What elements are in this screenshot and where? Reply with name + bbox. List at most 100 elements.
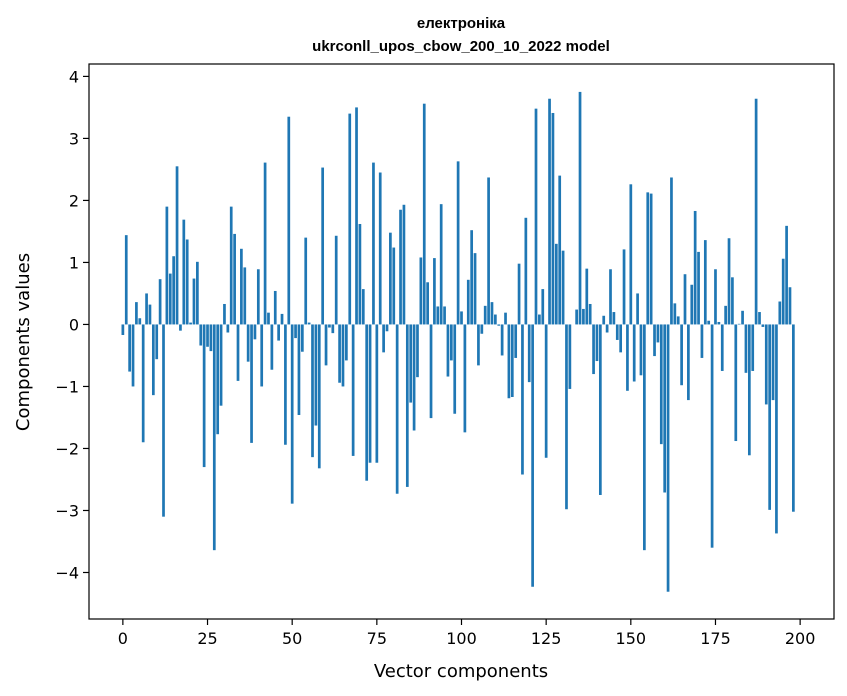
- bar: [273, 290, 277, 325]
- bar: [538, 314, 541, 325]
- bar: [209, 324, 213, 352]
- bar: [439, 204, 443, 325]
- bar: [524, 217, 528, 325]
- bar: [517, 263, 521, 325]
- bar: [416, 324, 419, 378]
- x-tick-label: 0: [118, 629, 128, 648]
- bar: [304, 237, 308, 325]
- bar: [185, 239, 189, 325]
- x-tick-label: 75: [367, 629, 387, 648]
- plot-frame: [88, 63, 835, 620]
- bar: [680, 324, 683, 386]
- bar: [659, 324, 663, 445]
- bar: [636, 293, 639, 325]
- bar: [487, 177, 490, 325]
- bar: [697, 251, 700, 325]
- bar: [348, 113, 352, 325]
- bar: [368, 324, 372, 463]
- bar: [460, 311, 463, 325]
- x-tick-label: 175: [700, 629, 731, 648]
- bar: [643, 324, 646, 551]
- bar: [121, 324, 125, 335]
- x-tick-label: 125: [531, 629, 562, 648]
- bar: [731, 277, 734, 325]
- bar: [578, 91, 582, 325]
- bar: [385, 324, 389, 332]
- bar: [260, 324, 264, 387]
- bar: [240, 248, 243, 325]
- bar: [155, 324, 159, 360]
- bar: [717, 321, 721, 325]
- bar: [192, 278, 196, 325]
- x-tick-label: 200: [785, 629, 816, 648]
- bar: [494, 314, 497, 325]
- bar: [436, 306, 440, 325]
- bar: [206, 324, 209, 347]
- bar: [334, 235, 338, 325]
- bar: [179, 324, 182, 331]
- chart-title: електроніка: [417, 15, 506, 32]
- bar: [284, 324, 287, 445]
- bar: [294, 324, 297, 339]
- bar: [758, 312, 761, 325]
- bar: [612, 312, 616, 325]
- bar: [646, 192, 650, 325]
- bar: [375, 324, 379, 463]
- bar: [561, 250, 565, 325]
- y-tick-label: −3: [55, 501, 79, 520]
- bar: [378, 172, 382, 325]
- bar: [531, 324, 534, 587]
- bar: [250, 324, 253, 443]
- bar: [710, 324, 714, 548]
- bar: [168, 273, 172, 325]
- bar: [781, 258, 785, 325]
- bar: [514, 324, 518, 358]
- bar: [196, 261, 199, 325]
- bar: [216, 324, 220, 435]
- bar: [592, 324, 595, 375]
- x-axis-label: Vector components: [374, 661, 548, 682]
- bar: [338, 324, 341, 383]
- bar: [656, 324, 660, 343]
- bar: [256, 269, 260, 325]
- bar: [229, 206, 233, 325]
- bar: [466, 279, 470, 325]
- bar: [544, 324, 548, 458]
- bar: [412, 324, 416, 431]
- bar: [734, 324, 738, 442]
- bar: [473, 253, 477, 325]
- bar: [395, 324, 399, 494]
- bar: [470, 230, 474, 325]
- bar: [426, 282, 429, 325]
- bar: [331, 324, 335, 334]
- bar: [619, 324, 623, 353]
- bar: [551, 112, 555, 325]
- bar: [145, 293, 148, 325]
- bar: [534, 108, 538, 325]
- bar: [500, 324, 504, 356]
- bar: [389, 232, 392, 325]
- bar: [453, 324, 457, 414]
- bar: [629, 184, 633, 325]
- bar: [307, 322, 311, 325]
- bar: [497, 324, 501, 326]
- y-axis: −4 −3 −2 −1 0 1 2 3 4: [55, 67, 89, 582]
- bar: [727, 238, 731, 325]
- bar: [443, 306, 446, 325]
- bar: [490, 302, 494, 325]
- bar: [554, 243, 558, 325]
- bar: [212, 324, 216, 551]
- bar: [792, 324, 795, 512]
- y-axis-label: Components values: [13, 253, 34, 431]
- bar: [595, 324, 599, 362]
- bar: [463, 324, 467, 433]
- bar: [568, 324, 572, 389]
- bar: [314, 324, 318, 426]
- bar: [355, 107, 358, 325]
- bar: [405, 324, 409, 487]
- bar: [429, 324, 433, 419]
- bar: [236, 324, 240, 381]
- bar: [693, 210, 697, 325]
- x-tick-label: 150: [616, 629, 647, 648]
